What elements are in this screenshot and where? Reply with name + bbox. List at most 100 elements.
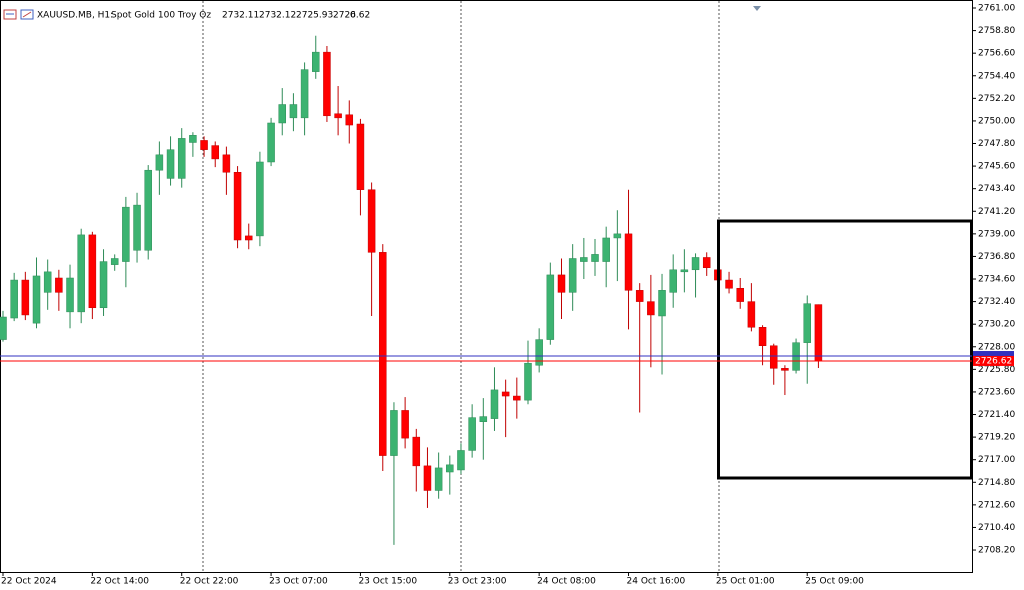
candle-body [345,114,354,126]
y-tick-label: 2752.20 [978,94,1015,104]
candle-body [557,274,566,293]
candle-body [669,269,677,293]
candle-body [21,279,30,316]
candle-body [747,301,756,328]
candle-body [43,271,52,293]
x-tick-label: 25 Oct 09:00 [805,577,864,587]
bid-label-bg [973,355,1014,366]
candle-body [401,410,409,439]
candle-body [99,261,108,309]
candle-body [177,138,186,179]
candle-body [211,145,219,160]
candle-body [88,234,97,309]
header-low: 2725.93 [296,11,333,21]
x-tick-label: 24 Oct 16:00 [627,577,686,587]
y-tick-label: 2719.20 [978,433,1015,443]
candle-body [379,252,387,456]
x-tick-label: 23 Oct 15:00 [358,577,417,587]
plot-frame [0,0,973,573]
symbol: XAUUSD.MB, H1: [37,11,113,21]
y-tick-label: 2747.80 [978,139,1015,149]
candle-body [725,279,733,289]
candle-body [300,69,309,119]
candle-body [189,135,197,143]
candle-body [457,450,465,471]
y-tick-label: 2723.60 [978,387,1015,397]
y-tick-label: 2732.40 [978,297,1015,307]
y-tick-label: 2712.60 [978,500,1015,510]
candle-body [814,304,823,362]
candle-body [155,154,164,171]
candle-body [289,104,298,119]
header-high: 2732.12 [259,11,296,21]
candle-body [244,235,253,241]
candle-body [792,342,800,371]
x-tick-label: 22 Oct 22:00 [180,577,239,587]
candle-body [390,410,398,456]
bid-label: 2726.62 [975,356,1012,366]
candle-body [144,169,152,251]
candle-body [278,104,286,124]
y-tick-label: 2734.60 [978,275,1015,285]
candle-body [446,464,454,473]
candle-body [133,204,141,251]
candle-body [122,206,130,262]
y-tick-label: 2741.20 [978,207,1015,217]
candle-body [468,417,476,451]
x-tick-label: 25 Oct 01:00 [716,577,775,587]
candle-body [200,140,208,150]
y-tick-label: 2717.00 [978,455,1015,465]
candle-body [222,154,231,173]
y-tick-label: 2708.20 [978,546,1015,556]
candle-body [602,237,610,262]
header-open: 2732.11 [222,11,259,21]
candle-body [66,277,74,313]
candle-body [691,257,700,271]
candle-body [568,258,577,293]
candle-body [613,233,622,239]
y-tick-label: 2756.60 [978,49,1015,59]
candle-body [166,149,175,179]
candle-body [658,290,666,317]
shift-marker [753,6,761,11]
y-tick-label: 2730.20 [978,320,1015,330]
y-tick-label: 2743.40 [978,184,1015,194]
candle-body [256,161,264,237]
candle-body [702,257,711,268]
candle-body [10,279,18,319]
x-tick-label: 22 Oct 2024 [1,577,57,587]
candle-body [736,288,744,302]
candle-body [535,339,543,366]
candle-body [635,290,644,302]
candle-body [323,51,331,117]
candle-body [356,123,365,190]
y-tick-label: 2745.60 [978,162,1015,172]
candle-body [546,274,555,340]
y-tick-label: 2739.00 [978,229,1015,239]
y-tick-label: 2754.40 [978,71,1015,81]
x-tick-label: 23 Oct 23:00 [448,577,507,587]
highlight-box [717,219,973,480]
chart-icon [3,9,34,20]
candle-body [367,189,376,253]
candle-body [267,122,275,163]
candle-body [32,275,41,324]
candle-body [334,113,342,119]
candle-body [479,416,488,422]
candle-body [591,254,599,262]
candle-body [55,277,63,293]
y-tick-label: 2721.40 [978,410,1015,420]
candle-body [0,316,7,340]
y-tick-label: 2750.00 [978,116,1015,126]
y-tick-label: 2710.40 [978,523,1015,533]
candle-body [77,234,85,313]
candle-body [412,436,421,467]
candle-body [490,389,499,419]
candle-body [233,172,242,241]
y-tick-label: 2758.80 [978,26,1015,36]
y-tick-label: 2728.00 [978,342,1015,352]
candle-body [110,258,119,265]
candle-body [803,303,811,343]
candle-body [434,467,443,491]
